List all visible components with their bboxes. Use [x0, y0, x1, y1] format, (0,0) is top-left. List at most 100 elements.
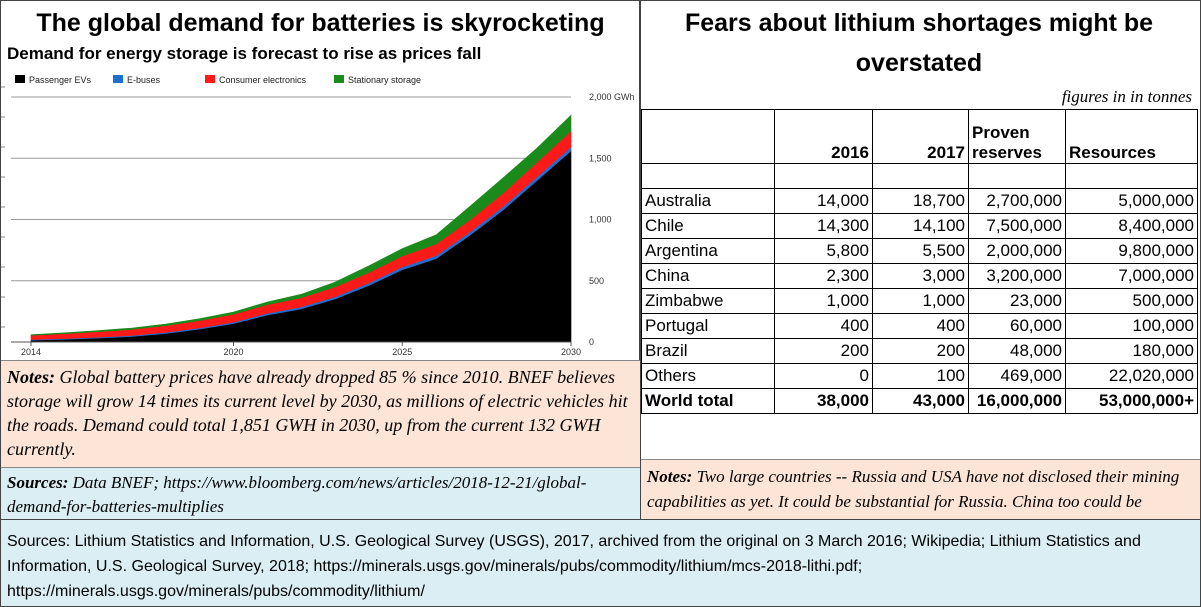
cell-reserves: 60,000: [968, 313, 1066, 339]
cell-resources: 180,000: [1065, 338, 1198, 364]
bottom-sources: Sources: Lithium Statistics and Informat…: [0, 519, 1201, 607]
cell-country: Australia: [641, 188, 775, 214]
cell-2017: 18,700: [872, 188, 969, 214]
x-tick-label: 2014: [21, 347, 41, 357]
header-country: [641, 109, 775, 164]
cell-reserves: 16,000,000: [968, 388, 1066, 414]
cell-resources: 22,020,000: [1065, 363, 1198, 389]
battery-demand-chart: 0 500 1,000 1,500 2,000 GWh 2014 2020 2025 2030 P…: [1, 75, 635, 357]
y-tick-label: 2,000 GWh: [589, 92, 635, 102]
cell-reserves: 3,200,000: [968, 263, 1066, 289]
cell-reserves: 7,500,000: [968, 213, 1066, 239]
units-note: figures in in tonnes: [1061, 87, 1192, 106]
cell-2016: 14,300: [774, 213, 873, 239]
table-title-line1: Fears about lithium shortages might be: [684, 9, 1154, 37]
lithium-table: 2016 2017 Proven reserves Resources Austr…: [641, 109, 1198, 414]
cell-resources: 53,000,000+: [1065, 388, 1198, 414]
legend-label: Passenger EVs: [29, 75, 92, 85]
notes-label: Notes:: [7, 367, 55, 387]
table-row: Portugal 400 400 60,000 100,000: [641, 313, 1198, 339]
cell-resources: 5,000,000: [1065, 188, 1198, 214]
header-resources: Resources: [1065, 109, 1198, 164]
x-tick-label: 2020: [223, 347, 243, 357]
lithium-panel: Fears about lithium shortages might be o…: [640, 0, 1201, 536]
cell-2016: 1,000: [774, 288, 873, 314]
cell-resources: 500,000: [1065, 288, 1198, 314]
sources-text: Data BNEF; https://www.bloomberg.com/new…: [7, 473, 587, 516]
cell-2016: 200: [774, 338, 873, 364]
header-reserves-line2: reserves: [972, 143, 1042, 162]
chart-subtitle: Demand for energy storage is forecast to…: [7, 44, 482, 63]
table-row: Others 0 100 469,000 22,020,000: [641, 363, 1198, 389]
spacer-cell: [641, 163, 775, 189]
left-sources: Sources: Data BNEF; https://www.bloomber…: [1, 467, 640, 519]
area-passenger-evs: [30, 150, 572, 343]
cell-country: Brazil: [641, 338, 775, 364]
cell-2017: 100: [872, 363, 969, 389]
cell-2017: 5,500: [872, 238, 969, 264]
x-tick-label: 2025: [392, 347, 412, 357]
table-row: Argentina 5,800 5,500 2,000,000 9,800,000: [641, 238, 1198, 264]
battery-demand-panel: The global demand for batteries is skyro…: [0, 0, 640, 519]
cell-reserves: 2,700,000: [968, 188, 1066, 214]
cell-reserves: 2,000,000: [968, 238, 1066, 264]
legend-swatch: [15, 75, 25, 83]
cell-reserves: 469,000: [968, 363, 1066, 389]
cell-2016: 5,800: [774, 238, 873, 264]
legend-swatch: [334, 75, 344, 83]
table-title-line2: overstated: [855, 49, 983, 77]
cell-2016: 2,300: [774, 263, 873, 289]
cell-country: Portugal: [641, 313, 775, 339]
spacer-cell: [968, 163, 1066, 189]
cell-country: China: [641, 263, 775, 289]
table-title: Fears about lithium shortages might be o…: [641, 3, 1197, 83]
spacer-row: [641, 163, 1198, 189]
total-row: World total 38,000 43,000 16,000,000 53,000,…: [641, 388, 1198, 414]
cell-2017: 200: [872, 338, 969, 364]
cell-country: Chile: [641, 213, 775, 239]
spacer-cell: [774, 163, 873, 189]
y-tick-label: 1,000: [589, 215, 612, 225]
cell-2016: 38,000: [774, 388, 873, 414]
x-tick-label: 2030: [561, 347, 581, 357]
cell-resources: 100,000: [1065, 313, 1198, 339]
legend-label: E-buses: [127, 75, 161, 85]
cell-country: Others: [641, 363, 775, 389]
cell-country: Zimbabwe: [641, 288, 775, 314]
chart-title: The global demand for batteries is skyro…: [36, 9, 605, 37]
y-tick-label: 0: [589, 337, 594, 347]
cell-2017: 1,000: [872, 288, 969, 314]
y-tick-label: 1,500: [589, 153, 612, 163]
cell-2016: 14,000: [774, 188, 873, 214]
notes-label: Notes:: [647, 467, 693, 486]
left-notes: Notes: Global battery prices have alread…: [1, 360, 640, 467]
legend-label: Stationary storage: [348, 75, 421, 85]
cell-2017: 3,000: [872, 263, 969, 289]
legend-label: Consumer electronics: [219, 75, 307, 85]
cell-resources: 8,400,000: [1065, 213, 1198, 239]
cell-reserves: 23,000: [968, 288, 1066, 314]
legend-swatch: [205, 75, 215, 83]
cell-resources: 7,000,000: [1065, 263, 1198, 289]
sources-label: Sources:: [7, 473, 69, 492]
header-2017: 2017: [872, 109, 969, 164]
cell-2016: 400: [774, 313, 873, 339]
cell-country: World total: [641, 388, 775, 414]
spacer-cell: [872, 163, 969, 189]
cell-2017: 14,100: [872, 213, 969, 239]
table-row: China 2,300 3,000 3,200,000 7,000,000: [641, 263, 1198, 289]
table-row: Brazil 200 200 48,000 180,000: [641, 338, 1198, 364]
area-stationary-storage: [30, 114, 572, 336]
cell-reserves: 48,000: [968, 338, 1066, 364]
cell-country: Argentina: [641, 238, 775, 264]
header-reserves-line1: Proven: [972, 123, 1030, 142]
header-row: 2016 2017 Proven reserves Resources: [641, 109, 1198, 164]
cell-2017: 43,000: [872, 388, 969, 414]
spacer-cell: [1065, 163, 1198, 189]
cell-2016: 0: [774, 363, 873, 389]
table-row: Australia 14,000 18,700 2,700,000 5,000,000: [641, 188, 1198, 214]
notes-text: Global battery prices have already dropp…: [7, 367, 628, 459]
cell-resources: 9,800,000: [1065, 238, 1198, 264]
header-2016: 2016: [774, 109, 873, 164]
legend-swatch: [113, 75, 123, 83]
